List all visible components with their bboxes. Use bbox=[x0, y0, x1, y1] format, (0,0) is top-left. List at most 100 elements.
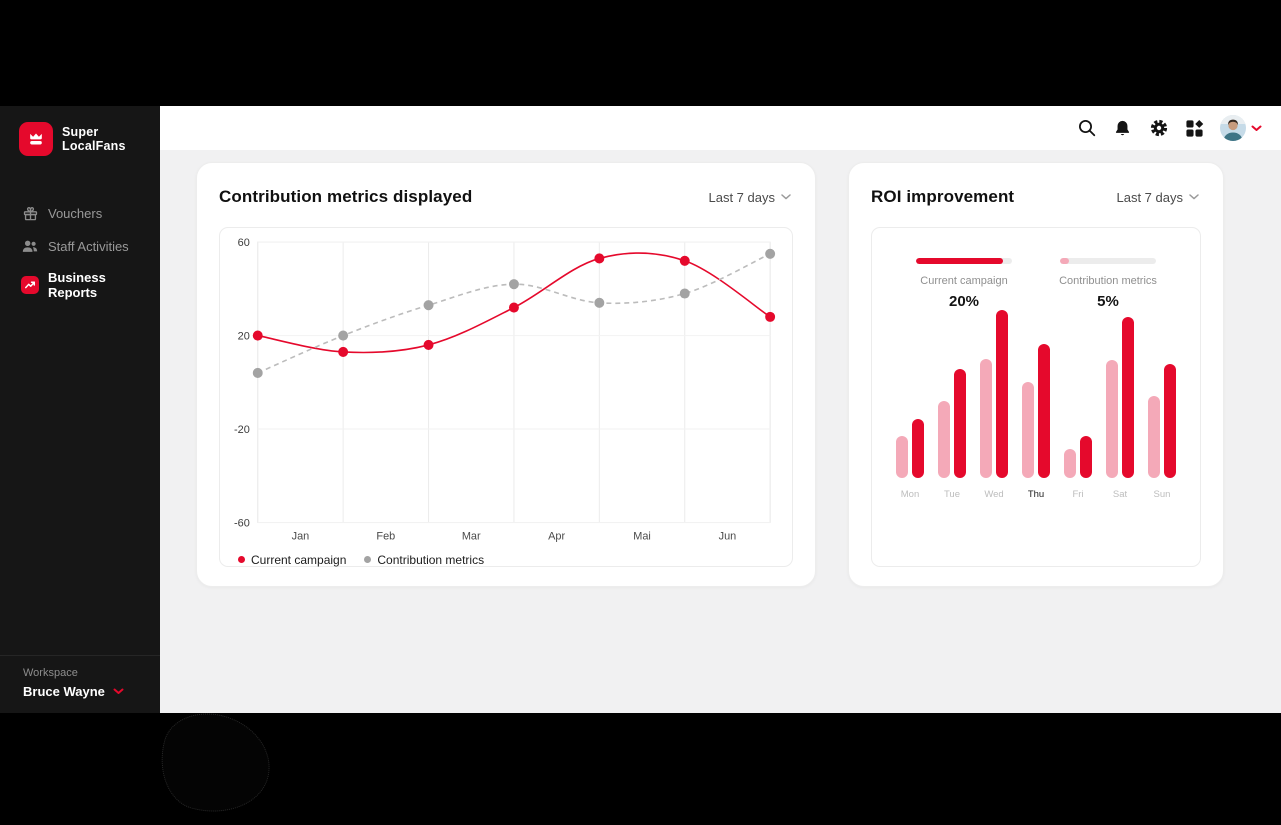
workspace-user-name: Bruce Wayne bbox=[23, 684, 105, 699]
apps-grid-icon[interactable] bbox=[1184, 118, 1205, 139]
data-point bbox=[423, 339, 434, 350]
progress-track bbox=[916, 258, 1012, 264]
progress-track bbox=[1060, 258, 1156, 264]
bar bbox=[1064, 449, 1076, 478]
y-tick-label: 60 bbox=[238, 237, 250, 249]
progress-fill bbox=[916, 258, 1004, 264]
data-point bbox=[594, 297, 605, 308]
main-area: Contribution metrics displayed Last 7 da… bbox=[160, 106, 1281, 713]
chevron-down-icon bbox=[1189, 194, 1199, 200]
bar-group-wed: Wed bbox=[980, 308, 1008, 500]
roi-stat: Contribution metrics 5% bbox=[1043, 258, 1173, 310]
data-point bbox=[679, 288, 690, 299]
bar-x-label: Thu bbox=[1027, 489, 1045, 500]
line-chart-svg: 60 20 -20 -60 Jan Feb Mar Apr Mai Jun bbox=[234, 237, 776, 543]
card-roi-improvement: ROI improvement Last 7 days Current camp… bbox=[848, 162, 1224, 587]
gear-icon[interactable] bbox=[1148, 118, 1169, 139]
data-point bbox=[765, 311, 776, 322]
bar-pair bbox=[1148, 308, 1176, 478]
stat-label: Contribution metrics bbox=[1059, 275, 1157, 287]
bar-pair bbox=[1064, 308, 1092, 478]
bar bbox=[896, 436, 908, 478]
x-tick-label: Feb bbox=[376, 531, 395, 543]
bar-chart-panel: Current campaign 20% Contribution metrics 5… bbox=[871, 227, 1201, 567]
data-point bbox=[338, 346, 349, 357]
bottom-band bbox=[0, 703, 1281, 825]
bar bbox=[1038, 344, 1050, 478]
progress-fill bbox=[1060, 258, 1069, 264]
user-menu[interactable] bbox=[1220, 115, 1262, 141]
bar bbox=[1106, 360, 1118, 478]
bar-group-sun: Sun bbox=[1148, 308, 1176, 500]
bar bbox=[954, 369, 966, 478]
range-label: Last 7 days bbox=[1116, 189, 1184, 205]
bell-icon[interactable] bbox=[1112, 118, 1133, 139]
bar-group-sat: Sat bbox=[1106, 308, 1134, 500]
brand-crown-icon bbox=[19, 122, 53, 156]
legend-label: Current campaign bbox=[251, 552, 347, 567]
bar-pair bbox=[896, 308, 924, 478]
range-dropdown[interactable]: Last 7 days bbox=[1117, 190, 1200, 205]
legend-item: Current campaign bbox=[238, 553, 346, 567]
card-title: ROI improvement bbox=[871, 187, 1015, 206]
chevron-down-icon bbox=[781, 194, 791, 200]
sidebar-item-staff-activities[interactable]: Staff Activities bbox=[0, 233, 160, 259]
sidebar-item-vouchers[interactable]: Vouchers bbox=[0, 200, 160, 226]
search-icon[interactable] bbox=[1076, 118, 1097, 139]
roi-stats: Current campaign 20% Contribution metrics 5… bbox=[892, 258, 1180, 310]
card-title: Contribution metrics displayed bbox=[219, 187, 473, 206]
data-point bbox=[338, 330, 349, 341]
data-point bbox=[252, 367, 263, 379]
stat-label: Current campaign bbox=[920, 275, 1008, 287]
bar bbox=[1080, 436, 1092, 478]
stat-value: 20% bbox=[948, 293, 980, 310]
topbar bbox=[160, 106, 1281, 150]
data-point bbox=[508, 302, 519, 313]
legend-dot-icon bbox=[238, 556, 245, 564]
bar-group-mon: Mon bbox=[896, 308, 924, 500]
data-point bbox=[508, 279, 519, 290]
workspace-label: Workspace bbox=[23, 667, 78, 679]
workspace-section: Workspace Bruce Wayne bbox=[0, 655, 160, 713]
bar bbox=[1164, 364, 1176, 478]
roi-stat: Current campaign 20% bbox=[899, 258, 1029, 310]
legend-dot-icon bbox=[364, 556, 372, 564]
bar-pair bbox=[1022, 308, 1050, 478]
bar-pair bbox=[938, 308, 966, 478]
legend-label: Contribution metrics bbox=[377, 552, 485, 567]
sidebar-item-label: Staff Activities bbox=[48, 238, 129, 254]
bar bbox=[1122, 317, 1134, 478]
sidebar-item-business-reports[interactable]: Business Reports bbox=[0, 266, 160, 304]
bar-x-label: Fri bbox=[1072, 489, 1084, 500]
workspace-switcher[interactable]: Bruce Wayne bbox=[23, 684, 160, 699]
bar-group-thu: Thu bbox=[1022, 308, 1050, 500]
x-tick-label: Jun bbox=[719, 531, 737, 543]
line-chart: 60 20 -20 -60 Jan Feb Mar Apr Mai Jun bbox=[222, 232, 790, 551]
legend-item: Contribution metrics bbox=[364, 553, 484, 567]
x-tick-label: Mai bbox=[633, 531, 651, 543]
people-icon bbox=[21, 237, 39, 255]
bar-pair bbox=[980, 308, 1008, 478]
logo: Super LocalFans bbox=[0, 106, 160, 156]
bar-x-label: Tue bbox=[943, 489, 961, 500]
brand-name: Super LocalFans bbox=[62, 125, 126, 153]
bar bbox=[912, 419, 924, 478]
data-point bbox=[423, 300, 434, 311]
dashboard-content: Contribution metrics displayed Last 7 da… bbox=[160, 150, 1281, 713]
chart-legend: Current campaign Contribution metrics bbox=[222, 551, 790, 571]
range-dropdown[interactable]: Last 7 days bbox=[709, 190, 792, 205]
bar-x-label: Sun bbox=[1153, 489, 1171, 500]
data-point bbox=[252, 330, 263, 341]
bar-x-label: Sat bbox=[1112, 489, 1128, 500]
data-point bbox=[679, 255, 690, 266]
bar-pair bbox=[1106, 308, 1134, 478]
bar bbox=[980, 359, 992, 478]
gift-icon bbox=[21, 204, 39, 222]
chevron-down-icon bbox=[1251, 125, 1262, 131]
x-tick-label: Mar bbox=[462, 531, 481, 543]
stat-value: 5% bbox=[1097, 293, 1119, 310]
bar-chart: Mon Tue Wed Thu Fri Sat Sun bbox=[892, 310, 1180, 500]
sidebar-item-label: Vouchers bbox=[48, 205, 103, 221]
bar bbox=[938, 401, 950, 478]
